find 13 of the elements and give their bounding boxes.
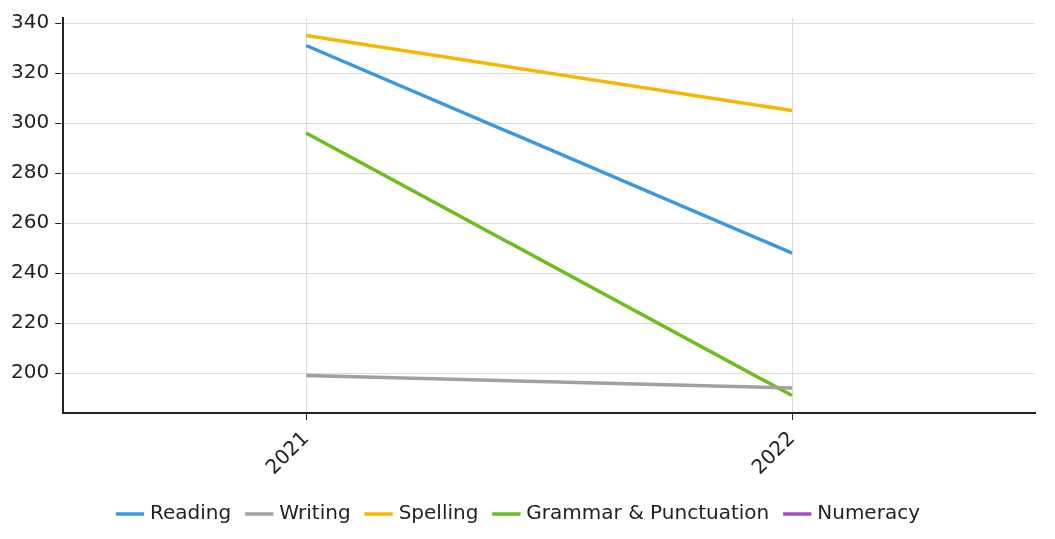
legend-label: Writing xyxy=(279,500,351,525)
y-tick-label: 240 xyxy=(10,259,50,284)
y-tick-label: 300 xyxy=(10,109,50,134)
legend-label: Spelling xyxy=(398,500,479,525)
y-tick-label: 220 xyxy=(10,309,50,334)
legend-label: Grammar & Punctuation xyxy=(526,500,770,525)
y-tick-label: 260 xyxy=(10,209,50,234)
y-tick-label: 340 xyxy=(10,9,50,34)
legend-label: Reading xyxy=(150,500,232,525)
y-tick-label: 280 xyxy=(10,159,50,184)
legend-label: Numeracy xyxy=(817,500,921,525)
y-tick-label: 320 xyxy=(10,59,50,84)
y-tick-label: 200 xyxy=(10,359,50,384)
